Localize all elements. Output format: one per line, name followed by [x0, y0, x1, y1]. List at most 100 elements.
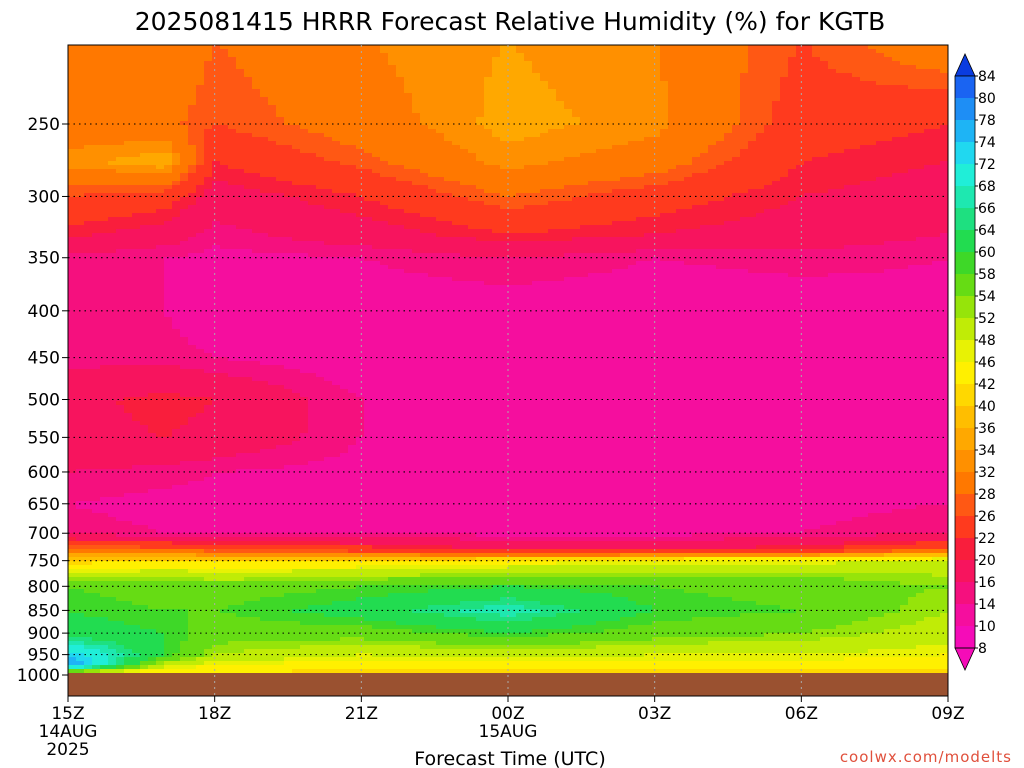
- rh-cell: [124, 477, 133, 482]
- rh-cell: [244, 301, 253, 306]
- rh-cell: [124, 245, 133, 250]
- rh-cell: [228, 505, 237, 510]
- rh-cell: [132, 225, 141, 230]
- rh-cell: [236, 173, 245, 178]
- rh-cell: [156, 265, 165, 270]
- rh-cell: [92, 285, 101, 290]
- rh-cell: [124, 537, 133, 542]
- rh-cell: [292, 617, 301, 622]
- rh-cell: [252, 49, 261, 54]
- rh-cell: [124, 261, 133, 266]
- rh-cell: [68, 181, 77, 186]
- rh-cell: [124, 157, 133, 162]
- rh-cell: [212, 237, 221, 242]
- rh-cell: [212, 309, 221, 314]
- rh-cell: [100, 449, 109, 454]
- rh-cell: [188, 453, 197, 458]
- rh-cell: [300, 589, 309, 594]
- rh-cell: [228, 173, 237, 178]
- rh-cell: [84, 197, 93, 202]
- rh-cell: [84, 573, 93, 578]
- rh-cell: [172, 289, 181, 294]
- rh-cell: [108, 597, 117, 602]
- rh-cell: [300, 645, 309, 650]
- rh-cell: [220, 125, 229, 130]
- rh-cell: [308, 581, 317, 586]
- rh-cell: [100, 49, 109, 54]
- rh-cell: [212, 165, 221, 170]
- rh-cell: [276, 457, 285, 462]
- rh-cell: [244, 509, 253, 514]
- rh-cell: [140, 489, 149, 494]
- rh-cell: [124, 341, 133, 346]
- rh-cell: [196, 605, 205, 610]
- rh-cell: [124, 489, 133, 494]
- rh-cell: [276, 237, 285, 242]
- rh-cell: [172, 341, 181, 346]
- rh-cell: [84, 609, 93, 614]
- rh-cell: [148, 637, 157, 642]
- rh-cell: [316, 429, 325, 434]
- rh-cell: [316, 185, 325, 190]
- rh-cell: [76, 117, 85, 122]
- rh-cell: [292, 81, 301, 86]
- rh-cell: [300, 217, 309, 222]
- rh-cell: [68, 205, 77, 210]
- rh-cell: [140, 49, 149, 54]
- rh-cell: [244, 653, 253, 658]
- rh-cell: [236, 141, 245, 146]
- rh-cell: [100, 177, 109, 182]
- rh-cell: [108, 437, 117, 442]
- rh-cell: [244, 237, 253, 242]
- rh-cell: [236, 637, 245, 642]
- rh-cell: [100, 125, 109, 130]
- rh-cell: [220, 461, 229, 466]
- rh-cell: [228, 501, 237, 506]
- rh-cell: [204, 201, 213, 206]
- rh-cell: [124, 617, 133, 622]
- rh-cell: [308, 549, 317, 554]
- rh-cell: [244, 181, 253, 186]
- rh-cell: [148, 469, 157, 474]
- rh-cell: [308, 149, 317, 154]
- rh-cell: [252, 317, 261, 322]
- rh-cell: [124, 413, 133, 418]
- rh-cell: [172, 269, 181, 274]
- rh-cell: [260, 445, 269, 450]
- rh-cell: [268, 65, 277, 70]
- rh-cell: [132, 145, 141, 150]
- rh-cell: [300, 433, 309, 438]
- rh-cell: [212, 141, 221, 146]
- rh-cell: [116, 501, 125, 506]
- rh-cell: [148, 549, 157, 554]
- rh-cell: [220, 225, 229, 230]
- rh-cell: [116, 473, 125, 478]
- rh-cell: [300, 441, 309, 446]
- rh-cell: [124, 457, 133, 462]
- rh-cell: [260, 73, 269, 78]
- rh-cell: [212, 373, 221, 378]
- rh-cell: [236, 445, 245, 450]
- rh-cell: [108, 409, 117, 414]
- rh-cell: [308, 513, 317, 518]
- rh-cell: [300, 233, 309, 238]
- rh-cell: [100, 369, 109, 374]
- rh-cell: [252, 241, 261, 246]
- rh-cell: [172, 177, 181, 182]
- rh-cell: [260, 549, 269, 554]
- rh-cell: [188, 429, 197, 434]
- rh-cell: [212, 221, 221, 226]
- rh-cell: [212, 61, 221, 66]
- rh-cell: [164, 101, 173, 106]
- rh-cell: [196, 597, 205, 602]
- rh-cell: [220, 185, 229, 190]
- rh-cell: [308, 69, 317, 74]
- rh-cell: [148, 313, 157, 318]
- rh-cell: [116, 649, 125, 654]
- rh-cell: [204, 621, 213, 626]
- rh-cell: [68, 341, 77, 346]
- rh-cell: [204, 261, 213, 266]
- rh-cell: [212, 281, 221, 286]
- rh-cell: [140, 109, 149, 114]
- rh-cell: [100, 285, 109, 290]
